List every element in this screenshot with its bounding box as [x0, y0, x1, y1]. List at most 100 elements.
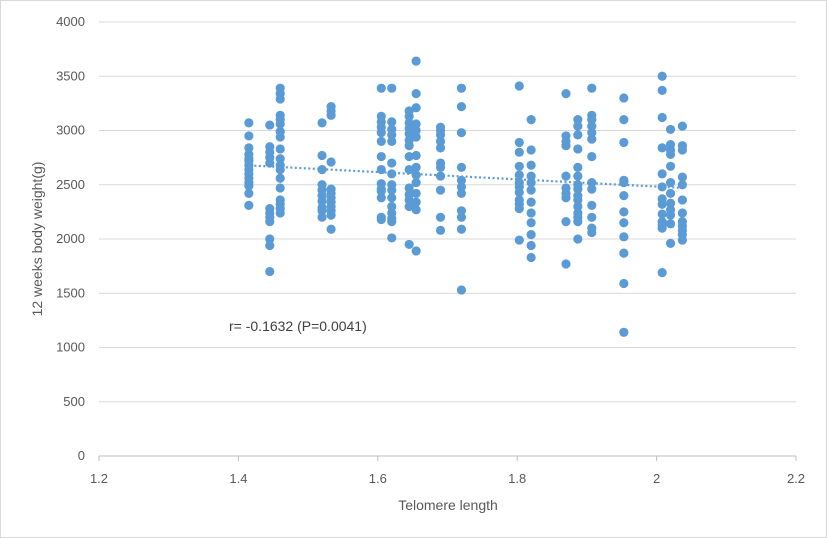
data-point: [435, 130, 446, 140]
data-point: [665, 219, 676, 229]
data-point: [677, 235, 687, 245]
data-point: [275, 94, 285, 104]
y-axis-title: 12 weeks body weight(g): [29, 162, 45, 317]
data-point: [526, 230, 536, 240]
data-point: [514, 235, 524, 245]
data-point: [677, 195, 687, 205]
data-point: [456, 162, 467, 172]
data-point: [587, 115, 597, 125]
x-tick-label: 2.2: [787, 471, 805, 486]
data-point: [387, 233, 397, 243]
data-point: [587, 227, 597, 238]
data-point: [657, 268, 667, 278]
data-point: [456, 285, 467, 295]
data-point: [411, 188, 421, 199]
data-point: [275, 183, 285, 193]
y-tick-label: 500: [63, 394, 85, 409]
data-point: [244, 131, 254, 141]
data-point: [587, 177, 597, 188]
data-point: [376, 193, 386, 203]
data-point: [526, 177, 536, 188]
data-point: [514, 187, 524, 197]
x-tick-label: 1.2: [90, 471, 108, 486]
tick-labels: 0 500 1000 1500 2000 2500 3000 3500 4000 1.2 1.4 1.…: [56, 14, 805, 486]
data-point: [265, 158, 275, 168]
data-point: [387, 193, 397, 203]
data-point: [526, 197, 536, 207]
data-point: [619, 191, 629, 201]
y-tick-label: 3500: [56, 68, 85, 83]
data-point: [526, 218, 536, 228]
data-point: [665, 149, 676, 159]
data-point: [404, 151, 414, 162]
data-point: [411, 150, 421, 161]
data-point: [561, 259, 571, 269]
data-point: [526, 240, 536, 251]
data-point: [265, 240, 275, 251]
data-point: [387, 201, 397, 212]
data-point: [411, 197, 421, 207]
data-point: [387, 136, 397, 146]
data-point: [514, 161, 524, 171]
data-point: [657, 112, 667, 123]
data-point: [387, 169, 397, 179]
data-point: [619, 177, 629, 188]
data-point: [619, 278, 629, 289]
data-points: [244, 56, 687, 337]
x-tick-label: 1.6: [369, 471, 387, 486]
data-point: [275, 208, 285, 218]
data-point: [587, 184, 597, 194]
data-point: [665, 188, 676, 199]
data-point: [561, 217, 571, 227]
data-point: [376, 151, 386, 162]
data-point: [404, 111, 414, 121]
data-point: [573, 217, 583, 227]
data-point: [665, 198, 676, 208]
data-point: [526, 115, 536, 125]
data-point: [573, 184, 583, 194]
data-point: [387, 130, 397, 140]
data-point: [456, 83, 467, 93]
data-point: [456, 188, 467, 199]
data-point: [376, 83, 386, 93]
data-point: [317, 150, 327, 161]
data-point: [514, 81, 524, 91]
data-point: [411, 177, 421, 188]
data-point: [657, 85, 667, 95]
data-point: [619, 248, 629, 258]
data-point: [657, 209, 667, 219]
data-point: [665, 210, 676, 220]
data-point: [244, 181, 254, 191]
data-point: [411, 205, 421, 215]
y-tick-label: 0: [78, 448, 85, 463]
data-point: [435, 225, 446, 235]
data-point: [376, 128, 386, 138]
y-tick-label: 4000: [56, 14, 85, 29]
data-point: [456, 206, 467, 216]
data-point: [573, 162, 583, 172]
y-tick-label: 1000: [56, 340, 85, 355]
data-point: [411, 119, 421, 129]
data-point: [657, 199, 667, 209]
data-point: [573, 130, 583, 140]
data-point: [387, 117, 397, 127]
data-point: [244, 154, 254, 164]
data-point: [411, 89, 421, 99]
data-point: [587, 121, 597, 131]
data-point: [326, 157, 336, 167]
data-point: [573, 115, 583, 125]
data-point: [456, 175, 467, 186]
data-point: [411, 246, 421, 256]
data-point: [265, 234, 275, 244]
data-point: [677, 172, 687, 182]
data-point: [514, 137, 524, 148]
data-point: [657, 71, 667, 81]
data-point: [244, 188, 254, 199]
data-point: [435, 143, 446, 153]
data-point: [275, 154, 285, 164]
data-point: [275, 173, 285, 183]
data-point: [376, 214, 386, 225]
data-point: [665, 161, 676, 171]
data-point: [573, 171, 583, 181]
